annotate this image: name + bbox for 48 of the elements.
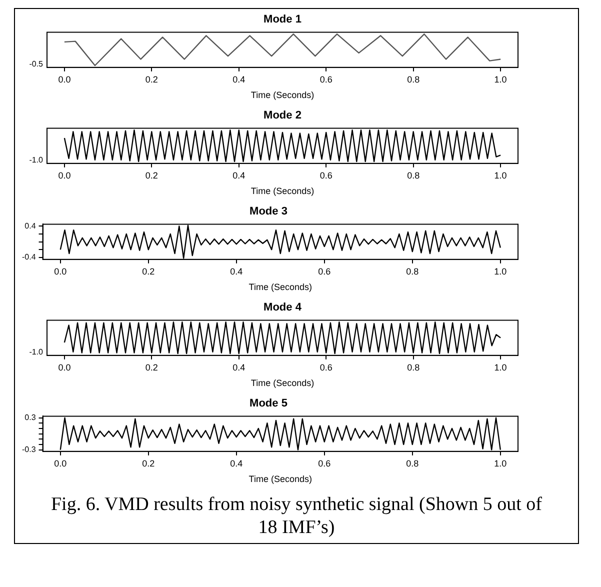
x-tick-label: 0.0 <box>58 74 71 84</box>
x-tick-label: 0.8 <box>407 362 420 372</box>
caption: Fig. 6. VMD results from noisy synthetic signal (Shown 5 out of 18 IMF’s) <box>50 493 543 540</box>
text: -1.0 <box>29 156 44 165</box>
x-axis-title: Time (Seconds) <box>250 186 314 196</box>
x-tick-label: 0.2 <box>145 170 158 180</box>
x-tick-label: 0.0 <box>54 266 67 276</box>
chart-title: Mode 2 <box>264 110 302 122</box>
x-tick-label: 0.6 <box>320 170 332 180</box>
x-axis-title: Time (Seconds) <box>248 282 312 292</box>
x-tick-label: 0.2 <box>142 266 155 276</box>
x-tick-label: 0.4 <box>232 362 246 372</box>
chart-title: Mode 4 <box>264 302 302 314</box>
x-tick-label: 1.0 <box>494 266 507 276</box>
x-tick-label: 0.4 <box>230 458 243 468</box>
y-tick-label: 0.3 <box>24 413 36 422</box>
x-tick-label: 0.2 <box>145 362 158 372</box>
x-tick-label: 0.4 <box>232 170 246 180</box>
x-tick-label: 0.4 <box>230 266 243 276</box>
x-tick-label: 0.8 <box>407 74 420 84</box>
x-tick-label: 0.6 <box>320 74 332 84</box>
x-tick-label: 0.2 <box>145 74 158 84</box>
x-tick-label: 0.4 <box>232 74 246 84</box>
x-axis-title: Time (Seconds) <box>250 378 314 388</box>
x-tick-label: 0.6 <box>318 458 331 468</box>
x-tick-label: 0.2 <box>142 458 155 468</box>
x-tick-label: 1.0 <box>494 362 507 372</box>
x-tick-label: 0.8 <box>406 266 419 276</box>
x-tick-label: 0.8 <box>407 170 420 180</box>
y-tick-label: -0.3 <box>22 445 36 454</box>
chart-title: Mode 1 <box>264 14 302 26</box>
chart-title: Mode 5 <box>250 398 288 410</box>
x-tick-label: 0.0 <box>58 362 71 372</box>
text: -1.0 <box>29 348 44 357</box>
x-tick-label: 0.8 <box>406 458 419 468</box>
x-tick-label: 1.0 <box>494 74 507 84</box>
x-axis-title: Time (Seconds) <box>250 90 314 100</box>
text: -0.5 <box>29 60 44 69</box>
x-tick-label: 1.0 <box>494 170 507 180</box>
x-axis-title: Time (Seconds) <box>248 474 312 484</box>
x-tick-label: 0.0 <box>58 170 71 180</box>
x-tick-label: 1.0 <box>494 458 507 468</box>
x-tick-label: 0.6 <box>318 266 331 276</box>
chart-title: Mode 3 <box>250 206 288 218</box>
y-tick-label: 0.4 <box>24 221 36 230</box>
x-tick-label: 0.6 <box>320 362 332 372</box>
x-tick-label: 0.0 <box>54 458 67 468</box>
y-tick-label: -0.4 <box>22 252 36 262</box>
